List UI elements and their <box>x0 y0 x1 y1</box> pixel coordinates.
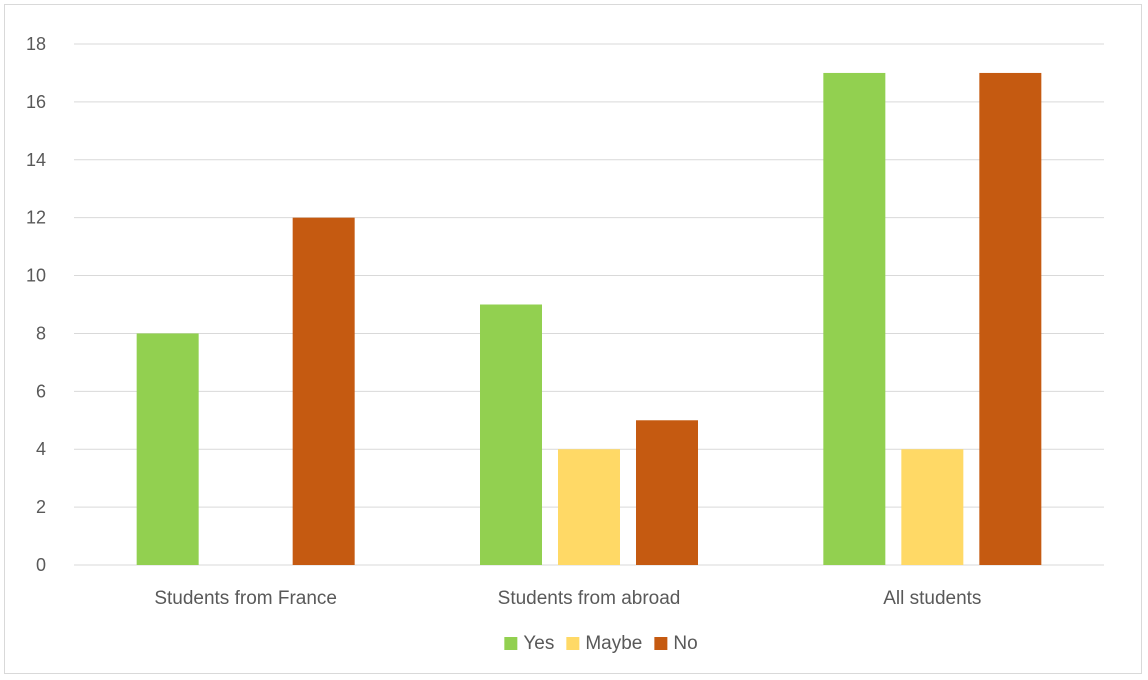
y-tick-label: 10 <box>26 266 46 286</box>
y-tick-label: 8 <box>36 323 46 343</box>
legend-swatch-yes <box>504 637 518 650</box>
y-tick-label: 18 <box>26 34 46 54</box>
bar-maybe-3 <box>901 449 964 565</box>
legend: Yes Maybe No <box>504 633 698 654</box>
x-category-label: Students from France <box>154 588 337 609</box>
x-category-label: All students <box>883 588 981 609</box>
y-tick-label: 6 <box>36 381 46 401</box>
bar-yes-1 <box>136 333 199 565</box>
bar-no-2 <box>636 420 698 565</box>
y-tick-label: 16 <box>26 92 46 112</box>
y-tick-label: 14 <box>26 150 46 170</box>
legend-swatch-maybe <box>566 637 580 650</box>
bar-no-1 <box>292 217 355 565</box>
legend-label-no: No <box>673 633 697 654</box>
bar-yes-2 <box>480 304 542 565</box>
x-category-label: Students from abroad <box>498 588 681 609</box>
legend-swatch-no <box>654 637 668 650</box>
legend-label-yes: Yes <box>523 633 554 654</box>
x-axis-labels: Students from France Students from abroad… <box>154 588 981 609</box>
bars <box>136 72 1042 565</box>
y-tick-label: 2 <box>36 497 46 517</box>
bar-maybe-2 <box>558 449 620 565</box>
y-tick-label: 4 <box>36 439 46 459</box>
y-axis-ticks: 0 2 4 6 8 10 12 14 16 18 <box>26 34 46 575</box>
y-tick-label: 12 <box>26 208 46 228</box>
bar-no-3 <box>979 72 1042 565</box>
bar-yes-3 <box>823 72 886 565</box>
y-tick-label: 0 <box>36 555 46 575</box>
legend-label-maybe: Maybe <box>585 633 642 654</box>
